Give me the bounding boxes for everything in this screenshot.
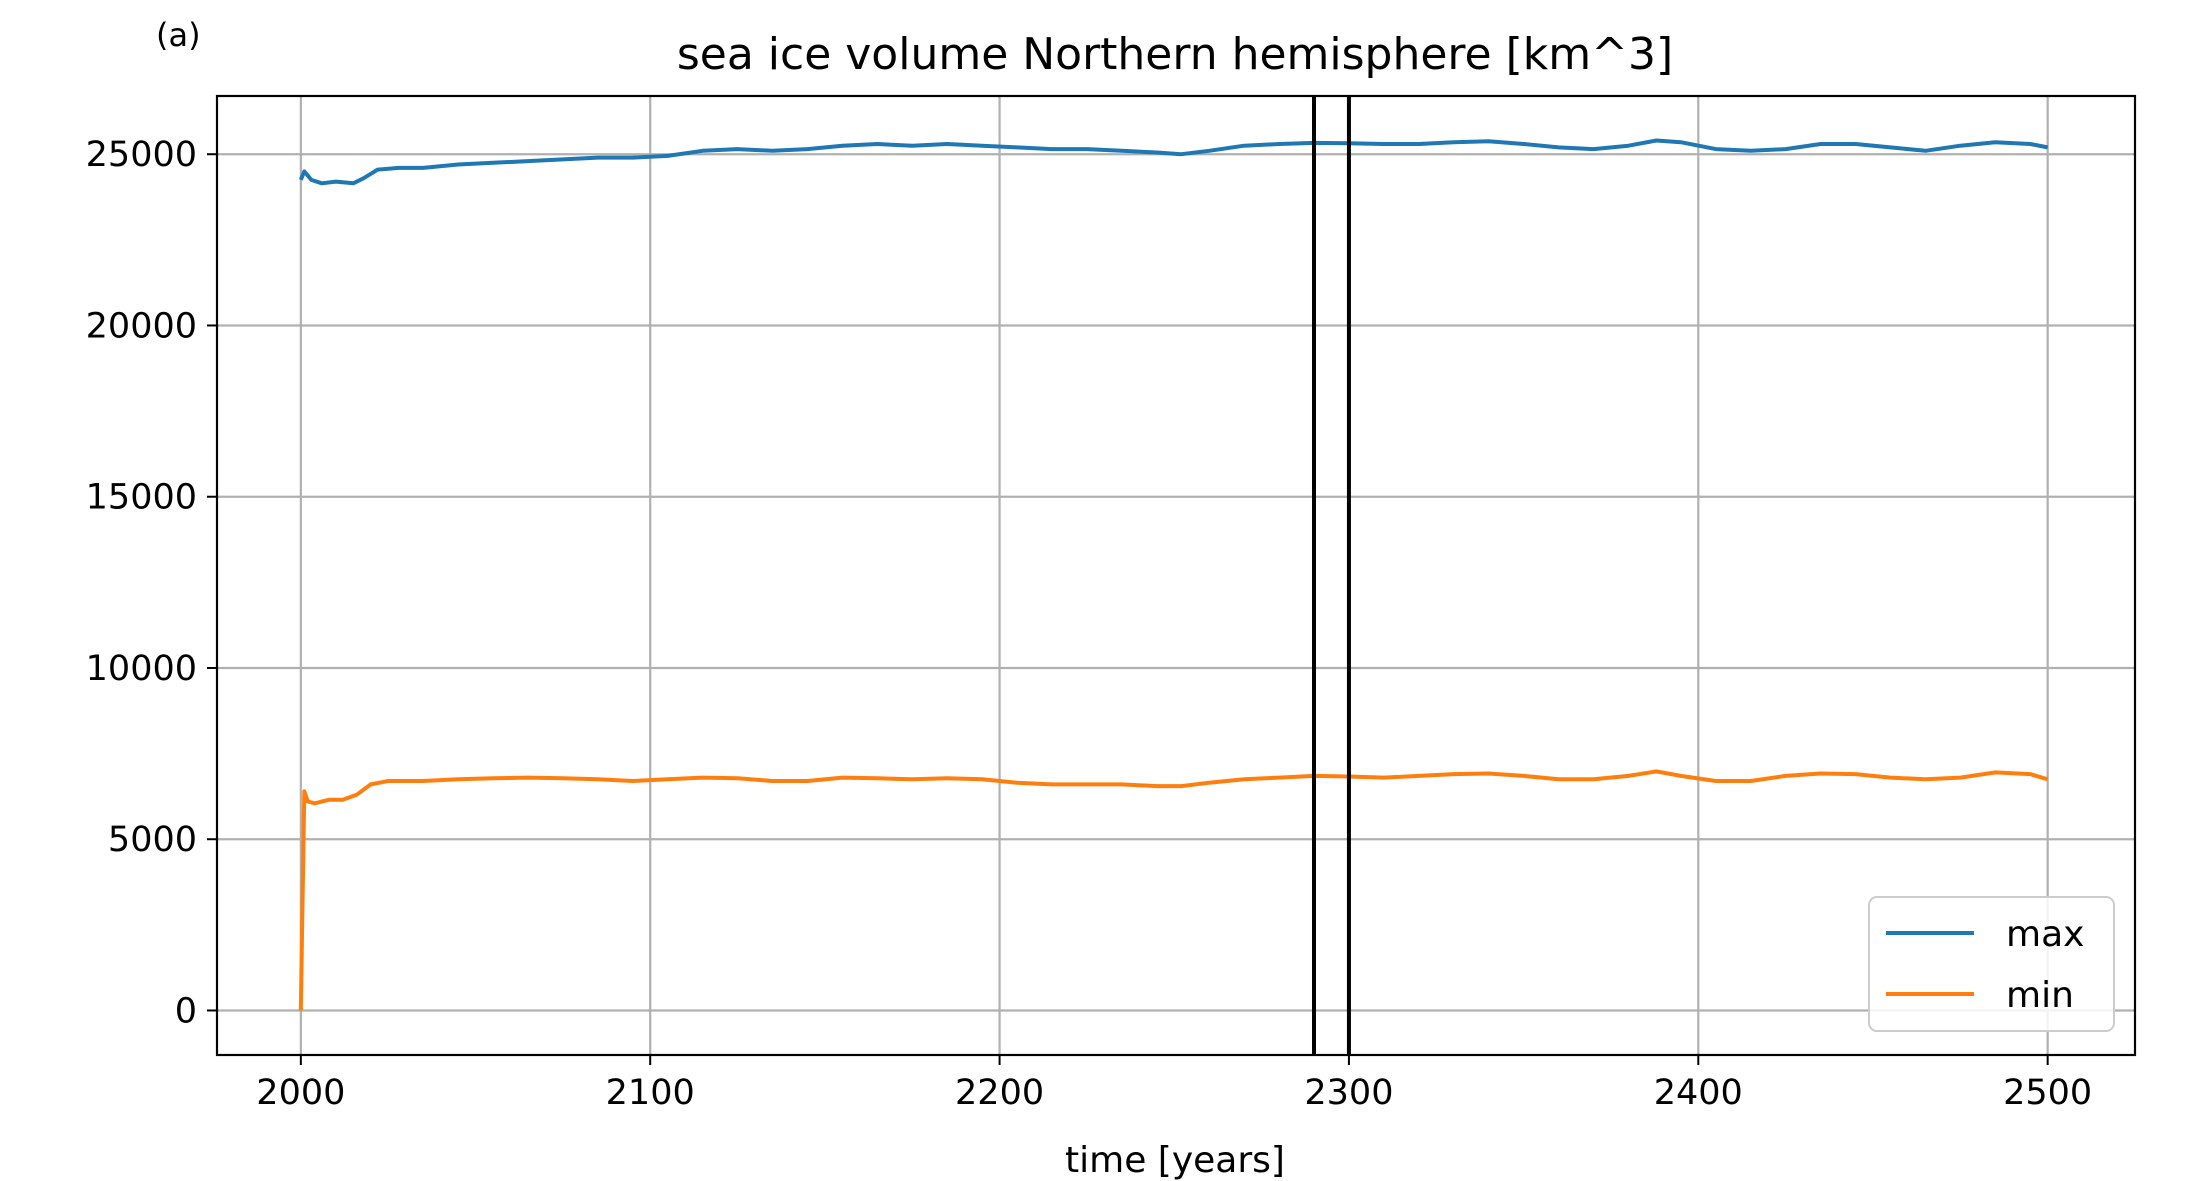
series-line-min [298, 769, 2049, 1011]
plot-frame [215, 94, 2137, 1057]
x-tick-label: 2300 [1304, 1073, 1393, 1113]
grid [217, 96, 2135, 1055]
y-tick-label: 15000 [86, 478, 197, 518]
series-layer [298, 138, 2049, 1011]
y-tick-label: 5000 [108, 820, 197, 860]
x-tick-label: 2100 [606, 1073, 695, 1113]
x-tick-label: 2200 [955, 1073, 1044, 1113]
panel-label: (a) [156, 16, 201, 54]
legend-box [1868, 896, 2115, 1032]
y-tick-label: 10000 [86, 649, 197, 689]
x-tick-label: 2400 [1654, 1073, 1743, 1113]
y-tick-label: 20000 [86, 306, 197, 346]
y-axis: 0 5000 10000 15000 20000 25000 [86, 135, 217, 1031]
y-tick-label: 25000 [86, 135, 197, 175]
legend-label-max: max [2006, 914, 2084, 955]
legend: max min [1868, 896, 2115, 1032]
vertical-markers [1311, 96, 1351, 1055]
y-tick-label: 0 [175, 991, 197, 1031]
x-axis-label: time [years] [1065, 1140, 1285, 1181]
chart-title: sea ice volume Northern hemisphere [km^3… [677, 29, 1673, 80]
x-axis: 2000 2100 2200 2300 2400 2500 [256, 1055, 2092, 1113]
x-tick-label: 2000 [256, 1073, 345, 1113]
legend-label-min: min [2006, 975, 2074, 1016]
x-tick-label: 2500 [2003, 1073, 2092, 1113]
series-line-max [298, 138, 2049, 186]
